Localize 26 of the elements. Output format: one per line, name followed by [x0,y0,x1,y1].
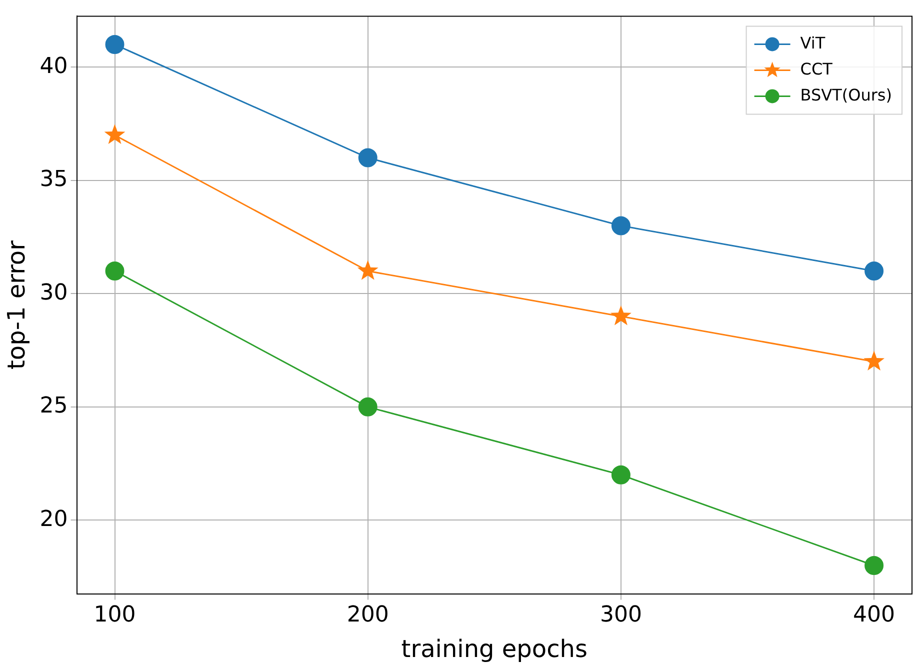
point [610,305,632,326]
point [105,262,124,281]
x-axis-title: training epochs [401,634,588,663]
point [864,262,884,281]
x-tick-label: 100 [94,602,136,628]
y-axis-title: top-1 error [2,240,31,370]
legend-label: CCT [800,59,833,78]
y-tick-label: 40 [40,54,68,79]
x-tick-label: 400 [853,602,896,628]
point [105,35,124,54]
y-tick-label: 35 [40,167,68,192]
legend-label: BSVT(Ours) [800,85,892,104]
x-tick-label: 300 [600,602,642,628]
point [358,148,378,168]
y-tick-label: 30 [40,280,68,306]
x-tick-label: 200 [346,602,389,628]
point [611,216,630,236]
point [358,397,378,416]
y-tick-label: 20 [40,506,68,532]
point [104,124,126,144]
y-tick-label: 25 [40,394,68,419]
legend-label: ViT [800,33,826,52]
point [864,556,884,575]
point [611,465,630,484]
point [357,260,378,280]
point [864,350,884,371]
